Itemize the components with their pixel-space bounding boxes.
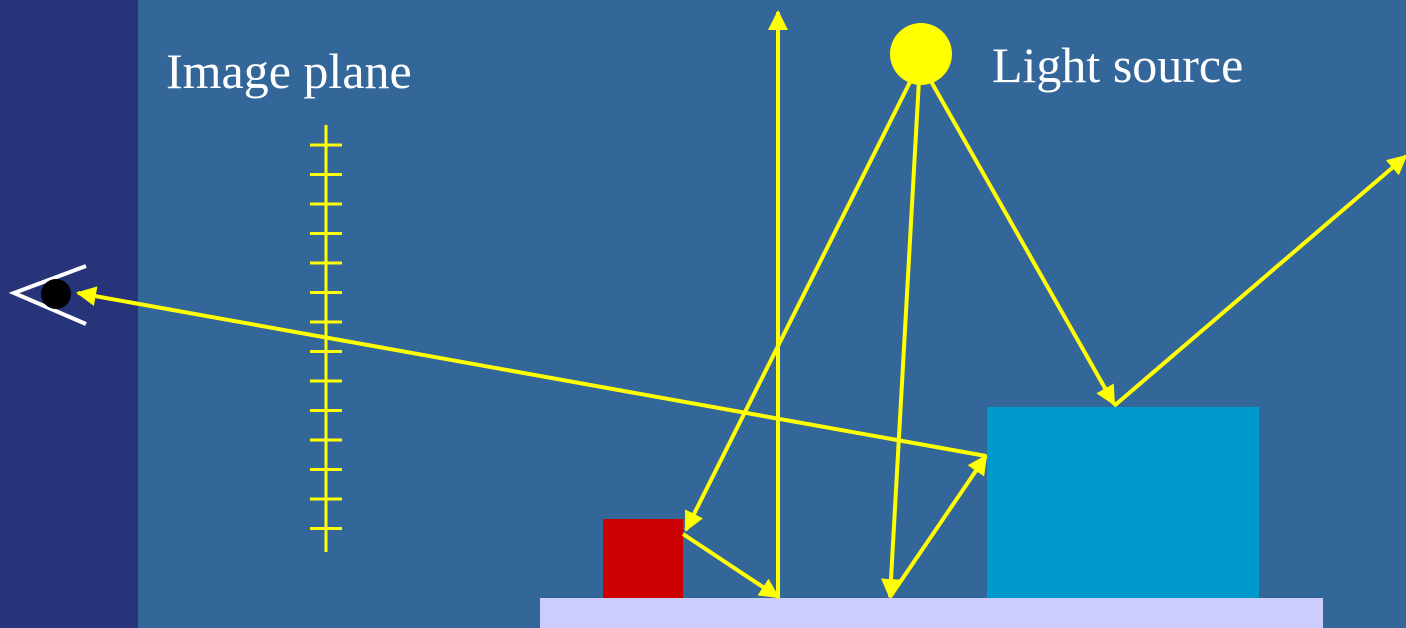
light-source-icon — [890, 23, 952, 85]
ray-light-to-floor — [881, 79, 921, 599]
red-box — [603, 519, 683, 598]
pupil — [41, 279, 71, 309]
blue-box — [987, 407, 1259, 598]
ray-red-box-to-floor — [681, 532, 780, 599]
light-source-label: Light source — [992, 37, 1244, 93]
ray-light-to-blue-box — [926, 75, 1116, 406]
ray-blue-box-reflect-right — [1112, 154, 1406, 408]
sidebar-strip — [0, 0, 138, 628]
eye-icon — [8, 264, 87, 326]
ray-blue-box-to-eye — [76, 286, 987, 458]
ray-floor-to-blue-box — [888, 454, 988, 599]
ray-light-to-red-box — [684, 77, 914, 532]
image-plane-label: Image plane — [166, 43, 412, 99]
floor-plane — [540, 598, 1323, 628]
